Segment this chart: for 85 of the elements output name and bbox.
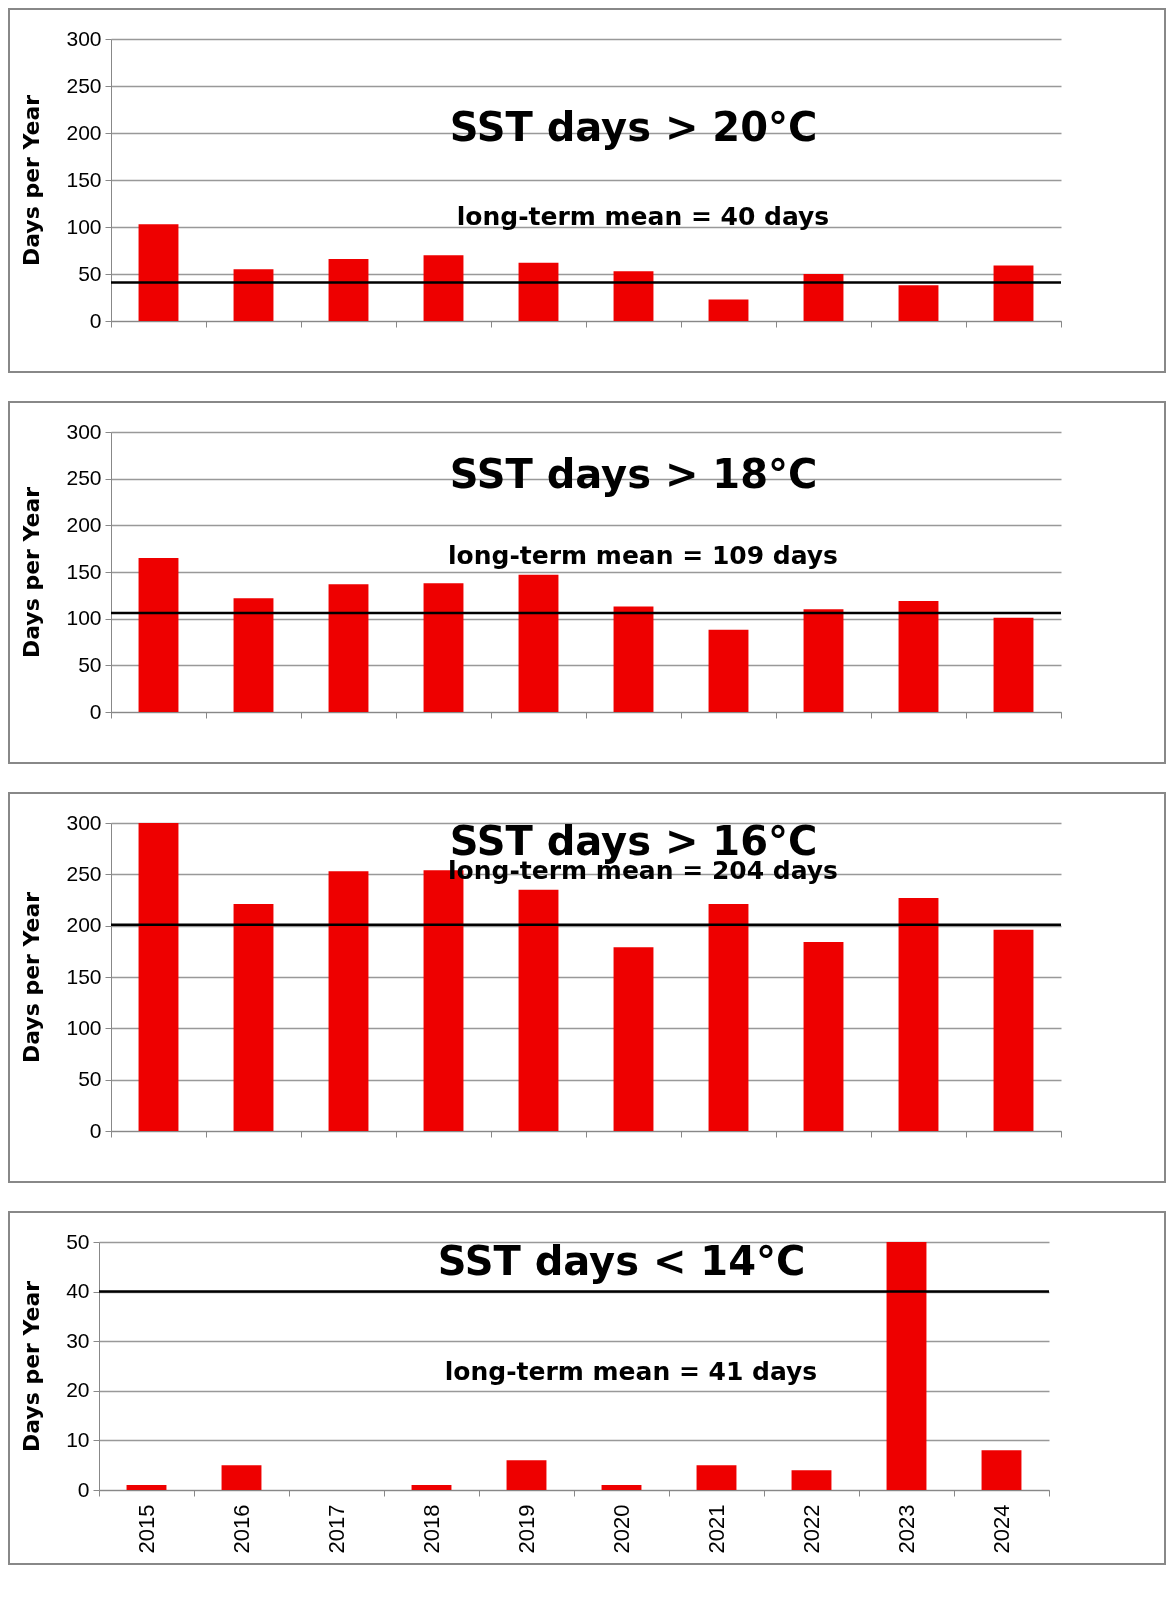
y-tick-label: 50 [78,261,102,285]
y-tick-label: 30 [66,1328,90,1352]
x-tick-label: 2018 [419,1504,444,1554]
y-axis-title: Days per Year [19,891,45,1064]
bar [411,1485,452,1490]
y-tick-label: 40 [66,1279,90,1303]
y-tick-label: 200 [66,913,102,937]
y-tick-label: 200 [66,512,102,536]
bar [993,929,1034,1131]
bar [138,558,179,712]
y-tick-label: 300 [66,26,102,50]
x-tick-label: 2023 [894,1504,919,1554]
bar [518,574,559,712]
bar [708,629,749,712]
bar [221,1465,262,1490]
bar [708,299,749,321]
bar [518,889,559,1131]
bar [803,609,844,712]
bar [518,262,559,321]
bar [613,271,654,321]
bar [506,1460,547,1490]
y-tick-label: 150 [66,167,102,191]
y-tick-label: 100 [66,1015,102,1039]
y-tick-label: 200 [66,120,102,144]
y-tick-label: 0 [89,699,102,723]
bar [803,274,844,321]
y-tick-label: 10 [66,1427,90,1451]
annotation: long-term mean = 41 days [444,1357,818,1386]
bar [613,947,654,1131]
y-tick-label: 250 [66,861,102,885]
x-tick-label: 2015 [134,1504,159,1554]
text: SST days > 20°C [449,104,818,150]
x-tick-label: 2021 [704,1504,729,1554]
y-axis-title: Days per Year [19,94,45,267]
y-axis-title: Days per Year [19,486,45,659]
y-tick-label: 0 [77,1477,90,1501]
annotation: long-term mean = 40 days [456,202,830,231]
y-tick-label: 100 [66,606,102,630]
bar [233,904,274,1131]
y-axis-title: Days per Year [19,1280,45,1453]
bar [613,606,654,712]
bar [233,598,274,712]
bar [423,583,464,712]
bar [328,584,369,712]
x-tick-label: 2016 [229,1504,254,1554]
bar [993,617,1034,712]
y-tick-label: 150 [66,559,102,583]
y-tick-label: 300 [66,810,102,834]
bar [233,269,274,321]
x-tick-label: 2022 [799,1504,824,1554]
bar [898,285,939,321]
bar [138,224,179,321]
bar [696,1465,737,1490]
bar [423,255,464,321]
x-tick-label: 2020 [609,1504,634,1554]
bar [328,258,369,321]
y-tick-label: 250 [66,466,102,490]
bar [981,1450,1022,1490]
x-tick-label: 2017 [324,1504,349,1554]
y-tick-label: 0 [89,308,102,332]
bar [708,904,749,1131]
bar [886,1242,927,1490]
chart-title: SST days < 14°C [437,1238,806,1284]
bar [791,1470,832,1490]
bar [601,1485,642,1490]
bar [898,897,939,1131]
y-tick-label: 20 [66,1378,90,1402]
y-tick-label: 50 [66,1229,90,1253]
text: SST days > 18°C [449,451,818,497]
bar [138,823,179,1131]
y-tick-label: 0 [89,1118,102,1142]
annotation: long-term mean = 109 days [448,541,838,570]
y-tick-label: 150 [66,964,102,988]
y-tick-label: 250 [66,73,102,97]
y-tick-label: 100 [66,214,102,238]
y-tick-label: 50 [78,1067,102,1091]
bar [898,600,939,712]
bar [328,871,369,1131]
x-tick-label: 2019 [514,1504,539,1554]
bar [126,1485,167,1490]
y-tick-label: 300 [66,419,102,443]
bar [993,265,1034,321]
bar [803,942,844,1131]
y-tick-label: 50 [78,652,102,676]
x-tick-label: 2024 [989,1504,1014,1554]
